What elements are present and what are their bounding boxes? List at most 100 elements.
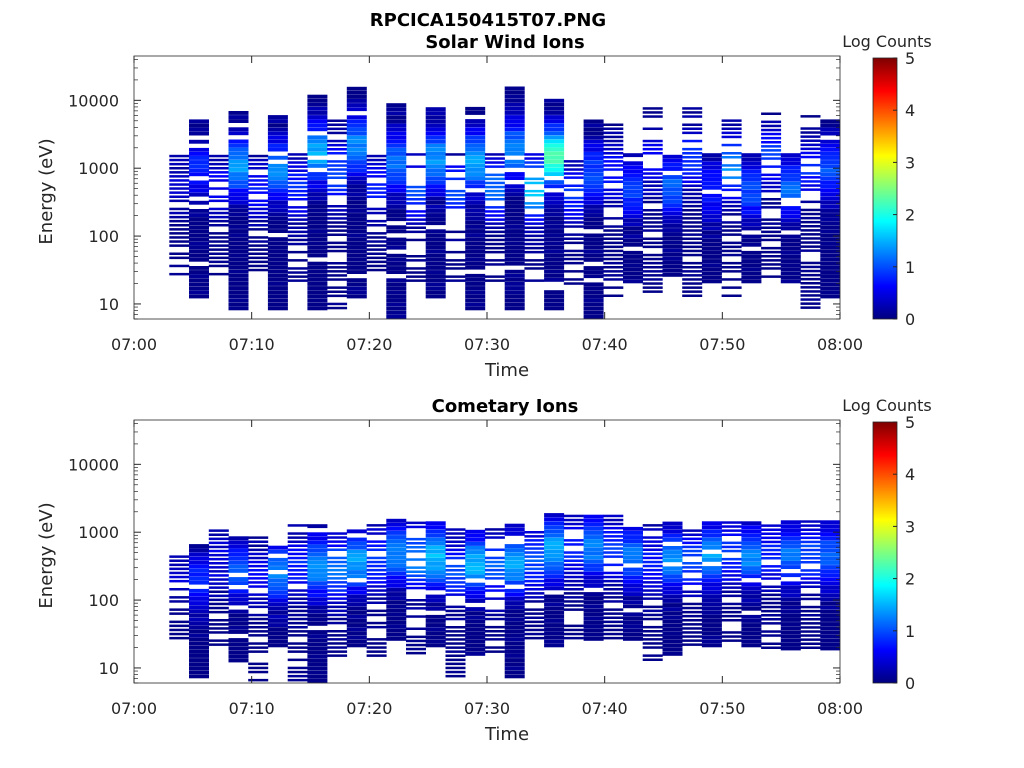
- spectrogram-cell: [642, 213, 663, 216]
- spectrogram-cell: [603, 547, 624, 550]
- spectrogram-cell: [504, 650, 525, 654]
- spectrogram-cell: [445, 626, 466, 629]
- spectrogram-cell: [780, 275, 801, 280]
- spectrogram-cell: [386, 628, 407, 633]
- spectrogram-cell: [307, 601, 328, 606]
- spectrogram-cell: [583, 188, 604, 193]
- spectrogram-cell: [346, 586, 367, 591]
- spectrogram-cell: [603, 600, 624, 603]
- spectrogram-cell: [169, 596, 190, 599]
- spectrogram-cell: [287, 544, 308, 547]
- spectrogram-cell: [504, 576, 525, 581]
- spectrogram-cell: [820, 642, 840, 647]
- spectrogram-cell: [642, 581, 663, 584]
- panel-title: Solar Wind Ions: [425, 32, 584, 53]
- spectrogram-cell: [287, 238, 308, 242]
- spectrogram-cell: [682, 614, 703, 618]
- spectrogram-cell: [267, 192, 288, 197]
- spectrogram-cell: [484, 638, 505, 641]
- spectrogram-cell: [820, 573, 840, 578]
- spectrogram-cell: [425, 172, 446, 177]
- spectrogram-cell: [741, 533, 762, 538]
- spectrogram-cell: [701, 275, 722, 280]
- spectrogram-cell: [327, 556, 348, 560]
- spectrogram-cell: [445, 263, 466, 266]
- spectrogram-cell: [721, 204, 742, 208]
- spectrogram-cell: [366, 183, 387, 186]
- spectrogram-cell: [563, 213, 584, 216]
- spectrogram-cell: [662, 215, 683, 220]
- spectrogram-cell: [761, 597, 782, 601]
- spectrogram-cell: [327, 621, 348, 625]
- spectrogram-cell: [761, 528, 782, 531]
- spectrogram-cell: [346, 631, 367, 636]
- spectrogram-cell: [721, 557, 742, 561]
- spectrogram-cell: [721, 614, 742, 618]
- spectrogram-cell: [267, 168, 288, 172]
- spectrogram-cell: [248, 650, 269, 653]
- spectrogram-cell: [346, 217, 367, 221]
- spectrogram-cell: [800, 544, 821, 548]
- x-tick-label: 07:10: [229, 699, 275, 718]
- spectrogram-cell: [327, 148, 348, 151]
- spectrogram-cell: [623, 255, 643, 259]
- spectrogram-cell: [346, 598, 367, 603]
- spectrogram-cell: [445, 573, 466, 576]
- spectrogram-cell: [583, 139, 604, 144]
- spectrogram-cell: [386, 567, 407, 572]
- spectrogram-cell: [465, 143, 486, 148]
- spectrogram-cell: [484, 528, 505, 531]
- spectrogram-cell: [662, 162, 683, 167]
- spectrogram-cell: [623, 526, 643, 531]
- spectrogram-cell: [386, 115, 407, 120]
- spectrogram-cell: [267, 273, 288, 278]
- spectrogram-cell: [465, 123, 486, 128]
- spectrogram-cell: [267, 257, 288, 262]
- spectrogram-cell: [267, 172, 288, 176]
- spectrogram-cell: [287, 540, 308, 543]
- spectrogram-cell: [169, 215, 190, 219]
- spectrogram-cell: [346, 249, 367, 254]
- spectrogram-cell: [307, 119, 328, 123]
- spectrogram-cell: [623, 279, 643, 284]
- spectrogram-cell: [701, 635, 722, 640]
- spectrogram-cell: [267, 225, 288, 229]
- spectrogram-cell: [741, 255, 762, 259]
- spectrogram-cell: [741, 631, 762, 636]
- spectrogram-cell: [208, 236, 229, 239]
- spectrogram-cell: [189, 556, 209, 561]
- spectrogram-cell: [465, 180, 486, 185]
- spectrogram-cell: [307, 577, 328, 581]
- spectrogram-cell: [563, 184, 584, 187]
- spectrogram-cell: [327, 593, 348, 596]
- spectrogram-cell: [406, 189, 426, 193]
- spectrogram-cell: [583, 596, 604, 600]
- spectrogram-cell: [287, 230, 308, 234]
- spectrogram-cell: [228, 638, 249, 642]
- spectrogram-cell: [366, 564, 387, 568]
- spectrogram-cell: [267, 549, 288, 554]
- spectrogram-cell: [800, 180, 821, 183]
- spectrogram-cell: [741, 619, 762, 623]
- spectrogram-cell: [623, 555, 643, 560]
- spectrogram-cell: [484, 161, 505, 164]
- spectrogram-cell: [169, 620, 190, 624]
- spectrogram-cell: [544, 521, 565, 526]
- spectrogram-cell: [820, 585, 840, 590]
- spectrogram-cell: [623, 575, 643, 580]
- spectrogram-cell: [741, 643, 762, 648]
- spectrogram-cell: [327, 270, 348, 273]
- spectrogram-cell: [189, 548, 209, 552]
- spectrogram-cell: [642, 266, 663, 269]
- spectrogram-cell: [583, 514, 604, 519]
- spectrogram-cell: [642, 278, 663, 281]
- spectrogram-cell: [780, 193, 801, 198]
- spectrogram-cell: [425, 261, 446, 266]
- spectrogram-cell: [642, 654, 663, 657]
- spectrogram-cell: [623, 263, 643, 268]
- spectrogram-cell: [761, 267, 782, 270]
- spectrogram-cell: [169, 272, 190, 276]
- y-tick-label: 100: [88, 591, 119, 610]
- spectrogram-cell: [642, 127, 663, 130]
- spectrogram-cell: [603, 575, 624, 579]
